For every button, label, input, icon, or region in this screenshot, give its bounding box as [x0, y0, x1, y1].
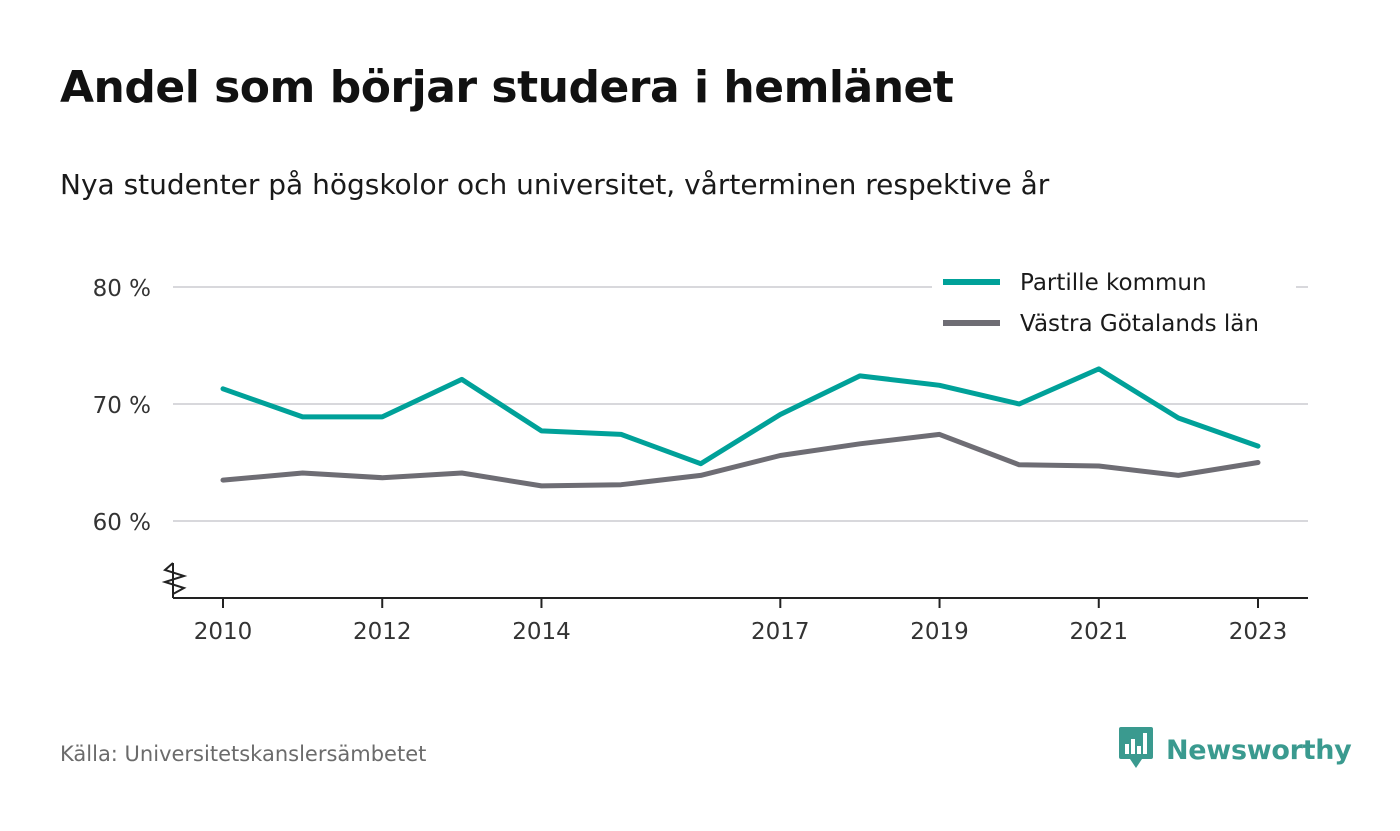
- y-tick-label: 80 %: [93, 276, 151, 302]
- y-tick-label: 60 %: [93, 510, 151, 536]
- x-axis: 2010 2012 2014 2017 2019 2021 2023: [161, 562, 1308, 645]
- y-axis-ticks: 60 % 70 % 80 %: [93, 276, 151, 536]
- source-note: Källa: Universitetskanslersämbetet: [60, 742, 427, 766]
- x-tick-label: 2023: [1229, 619, 1288, 645]
- y-tick-label: 70 %: [93, 393, 151, 419]
- x-tick-label: 2012: [353, 619, 412, 645]
- legend-label: Västra Götalands län: [1020, 311, 1259, 337]
- chart-title: Andel som börjar studera i hemlänet: [60, 62, 954, 113]
- legend-label: Partille kommun: [1020, 270, 1207, 296]
- series-line: [220, 431, 1261, 489]
- x-tick-label: 2014: [512, 619, 571, 645]
- bar-chart-speech-bubble-icon: [1118, 726, 1154, 774]
- axis-break-marker: [161, 562, 188, 595]
- line-chart: 60 % 70 % 80 % 2010 2012 2014 2017 2019 2021 202…: [92, 262, 1308, 645]
- x-tick-label: 2021: [1069, 619, 1128, 645]
- x-tick-label: 2019: [910, 619, 969, 645]
- legend-background: [932, 262, 1296, 342]
- brand-name: Newsworthy: [1166, 734, 1352, 766]
- x-tick-label: 2010: [194, 619, 253, 645]
- chart-subtitle: Nya studenter på högskolor och universit…: [60, 168, 1050, 201]
- x-tick-label: 2017: [751, 619, 810, 645]
- legend: Partille kommun Västra Götalands län: [932, 262, 1296, 342]
- brand-logo: Newsworthy: [1118, 726, 1352, 774]
- series-line: [220, 366, 1261, 467]
- series-lines: [220, 366, 1261, 489]
